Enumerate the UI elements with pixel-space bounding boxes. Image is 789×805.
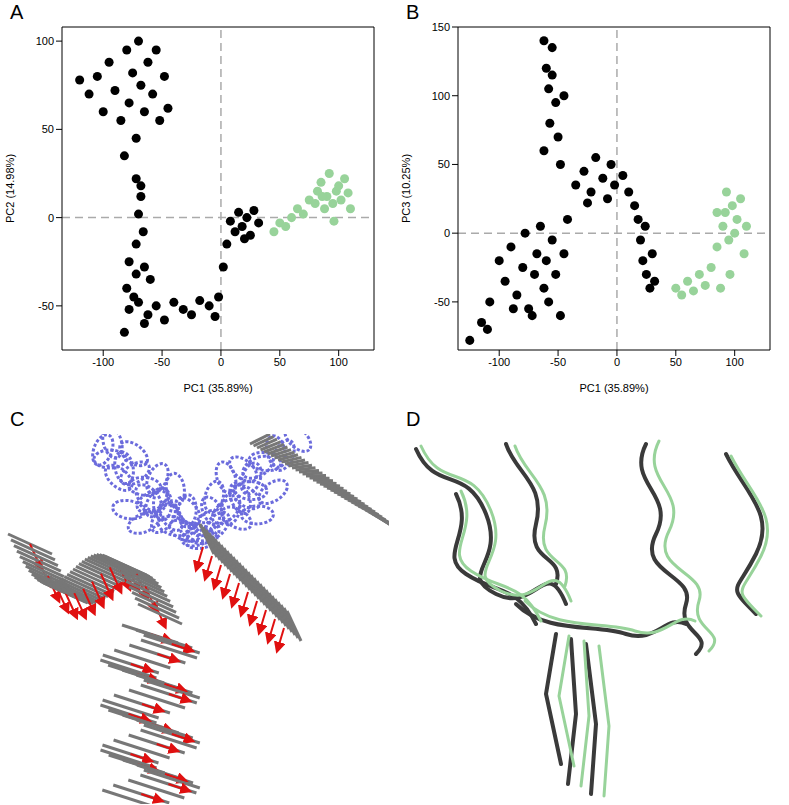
svg-text:100: 100 (329, 356, 347, 368)
svg-text:PC2 (14.98%): PC2 (14.98%) (4, 154, 16, 223)
svg-text:PC1 (35.89%): PC1 (35.89%) (579, 382, 648, 394)
svg-text:50: 50 (670, 356, 682, 368)
svg-text:0: 0 (614, 356, 620, 368)
svg-text:-50: -50 (434, 296, 450, 308)
svg-text:-100: -100 (488, 356, 510, 368)
svg-text:0: 0 (218, 356, 224, 368)
svg-text:PC3 (10.25%): PC3 (10.25%) (400, 154, 412, 223)
svg-text:100: 100 (36, 35, 54, 47)
svg-text:100: 100 (725, 356, 743, 368)
svg-text:150: 150 (432, 21, 450, 33)
html-text:D: D (406, 408, 421, 430)
svg-text:-50: -50 (550, 356, 566, 368)
svg-text:100: 100 (432, 90, 450, 102)
svg-text:50: 50 (42, 123, 54, 135)
svg-text:50: 50 (438, 158, 450, 170)
svg-text:0: 0 (48, 212, 54, 224)
svg-text:-50: -50 (38, 300, 54, 312)
svg-text:PC1 (35.89%): PC1 (35.89%) (183, 382, 252, 394)
html-text:A: A (10, 1, 24, 23)
svg-text:0: 0 (444, 227, 450, 239)
svg-text:-50: -50 (154, 356, 170, 368)
html-text:C: C (10, 408, 25, 430)
svg-text:-100: -100 (92, 356, 114, 368)
svg-text:50: 50 (274, 356, 286, 368)
html-text:B: B (406, 1, 420, 23)
